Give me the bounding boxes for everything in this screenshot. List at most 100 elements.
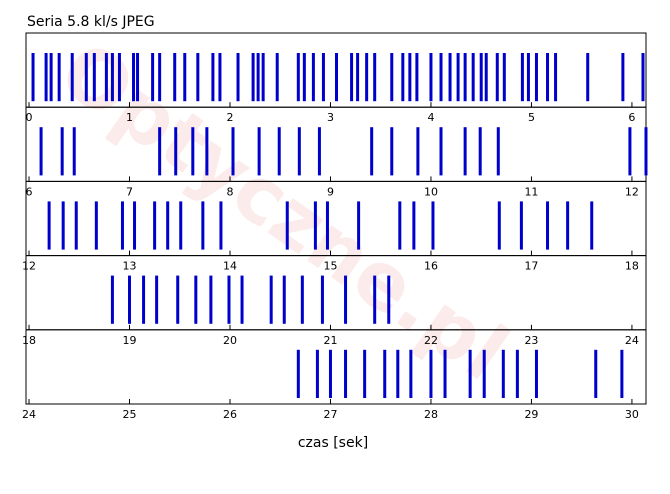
event-bar (439, 127, 443, 176)
event-bar (282, 275, 286, 324)
event-bar (251, 53, 255, 102)
event-bar (644, 127, 648, 176)
event-bar (132, 53, 136, 102)
event-bar (534, 53, 538, 102)
event-bar (155, 275, 159, 324)
x-tick-label: 9 (327, 185, 334, 198)
event-bar (209, 275, 213, 324)
event-bar (328, 349, 332, 398)
event-bar (110, 53, 114, 102)
x-axis-label: czas [sek] (298, 435, 368, 451)
event-bar (431, 201, 435, 250)
event-bar (448, 53, 452, 102)
event-bar (344, 349, 348, 398)
event-bar (429, 349, 433, 398)
event-bar (526, 53, 530, 102)
x-tick-label: 14 (223, 260, 237, 273)
event-bar (412, 201, 416, 250)
event-bar (478, 127, 482, 176)
event-bar (463, 127, 467, 176)
chart-title: Seria 5.8 kl/s JPEG (27, 14, 155, 30)
event-bar (370, 127, 374, 176)
event-bar (196, 53, 200, 102)
event-bar (211, 53, 215, 102)
event-bar (325, 201, 329, 250)
x-tick-label: 7 (126, 185, 133, 198)
event-bar (194, 275, 198, 324)
event-bar (257, 127, 261, 176)
x-tick-label: 16 (424, 260, 438, 273)
event-bar (227, 275, 231, 324)
event-bar (396, 349, 400, 398)
event-bar (277, 127, 281, 176)
event-bar (373, 53, 377, 102)
event-bar (142, 275, 146, 324)
event-bar (269, 275, 273, 324)
event-bar (128, 275, 132, 324)
event-bar (120, 201, 124, 250)
event-bar (519, 201, 523, 250)
event-bar (240, 275, 244, 324)
event-bar (415, 53, 419, 102)
x-tick-label: 22 (424, 334, 438, 347)
event-bar (365, 53, 369, 102)
x-tick-label: 2 (226, 111, 233, 124)
event-bar (60, 127, 64, 176)
x-tick-label: 21 (323, 334, 337, 347)
event-bar (357, 201, 361, 250)
x-tick-label: 11 (524, 185, 538, 198)
event-bar (179, 201, 183, 250)
event-bar (520, 53, 524, 102)
event-bar (151, 53, 155, 102)
event-bar (390, 127, 394, 176)
event-bar (110, 275, 114, 324)
x-tick-label: 10 (424, 185, 438, 198)
x-tick-label: 17 (524, 260, 538, 273)
event-bar (463, 53, 467, 102)
event-bar (484, 53, 488, 102)
event-bar (566, 201, 570, 250)
x-tick-label: 24 (625, 334, 639, 347)
event-bar (72, 127, 76, 176)
event-bar (201, 201, 205, 250)
event-bar (344, 275, 348, 324)
event-bar (628, 127, 632, 176)
x-tick-label: 25 (123, 408, 137, 421)
event-bar (158, 127, 162, 176)
event-bar (158, 53, 162, 102)
event-bar (471, 53, 475, 102)
event-bar (136, 53, 140, 102)
event-bar (57, 53, 61, 102)
x-tick-label: 15 (323, 260, 337, 273)
event-bar (133, 201, 137, 250)
event-bar (443, 349, 447, 398)
event-bar (554, 53, 558, 102)
event-bar (166, 201, 170, 250)
event-bar (496, 127, 500, 176)
event-bar (320, 275, 324, 324)
event-bar (409, 349, 413, 398)
x-tick-label: 18 (625, 260, 639, 273)
x-tick-label: 13 (123, 260, 137, 273)
event-bar (219, 201, 223, 250)
event-bar (429, 53, 433, 102)
event-bar (173, 53, 177, 102)
event-bar (153, 201, 157, 250)
event-bar (236, 53, 240, 102)
event-bar (590, 201, 594, 250)
event-bar (183, 53, 187, 102)
event-bar (363, 349, 367, 398)
x-tick-label: 1 (126, 111, 133, 124)
event-bar (502, 53, 506, 102)
x-tick-label: 0 (26, 111, 33, 124)
event-bar (408, 53, 412, 102)
event-bar (456, 53, 460, 102)
event-bar (390, 53, 394, 102)
event-bar (61, 201, 65, 250)
x-tick-label: 26 (223, 408, 237, 421)
x-tick-label: 6 (26, 185, 33, 198)
event-bar (191, 127, 195, 176)
event-bar (317, 127, 321, 176)
event-bar (620, 349, 624, 398)
